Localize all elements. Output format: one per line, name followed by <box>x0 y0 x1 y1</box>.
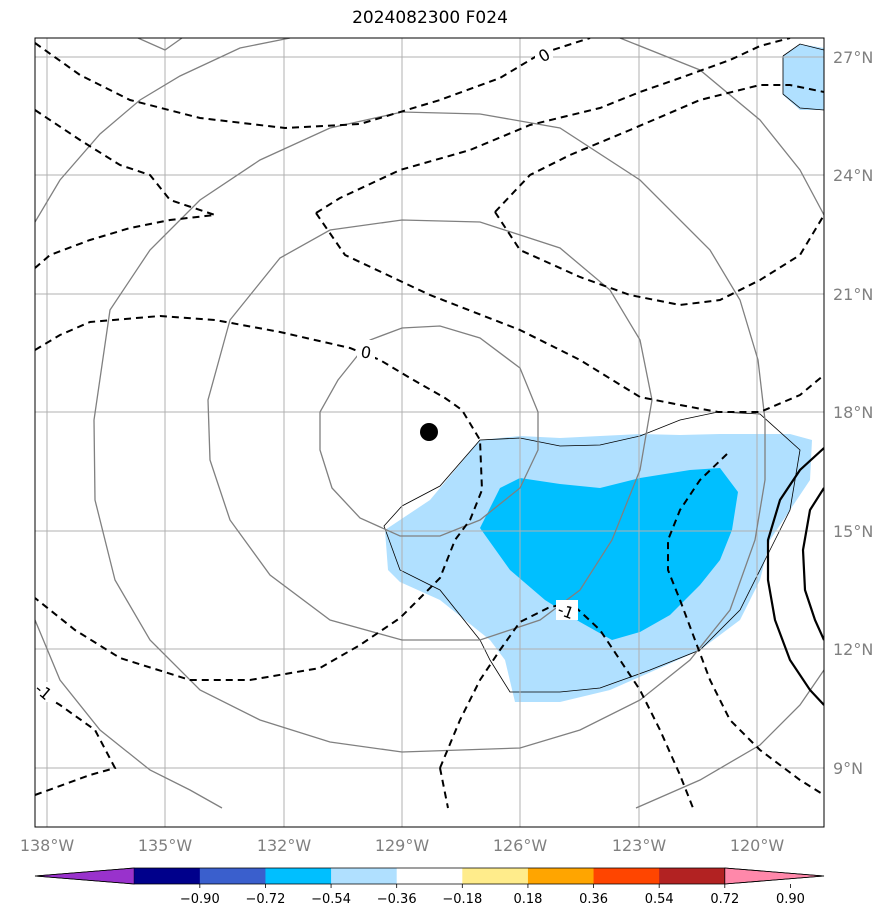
lat-tick-label: 18°N <box>833 403 873 422</box>
lat-tick-label: 24°N <box>833 166 873 185</box>
map-title: 2024082300 F024 <box>352 8 508 28</box>
lon-tick-label: 126°W <box>493 836 548 855</box>
colorbar-tick-label: 0.36 <box>579 892 608 907</box>
colorbar-extend-low <box>34 867 135 885</box>
lat-axis: 27°N 24°N 21°N 18°N 15°N 12°N 9°N <box>833 48 873 778</box>
colorbar-tick-label: −0.36 <box>377 892 417 907</box>
colorbar-segment <box>396 868 463 884</box>
lon-tick-label: 138°W <box>20 836 75 855</box>
lon-axis: 138°W 135°W 132°W 129°W 126°W 123°W 120°… <box>20 836 785 855</box>
contour-label: 0 <box>359 342 372 362</box>
lat-tick-label: 21°N <box>833 285 873 304</box>
height-contours <box>35 38 824 809</box>
map-area: 0 0 -1 -1 <box>35 38 824 827</box>
colorbar-segment <box>331 868 398 884</box>
colorbar-segment <box>134 868 201 884</box>
colorbar-segment <box>593 868 660 884</box>
anomaly-contours-negative <box>35 38 824 809</box>
colorbar-tick-label: 0.90 <box>776 892 805 907</box>
lat-tick-label: 9°N <box>833 759 863 778</box>
colorbar-segment <box>265 868 332 884</box>
lon-tick-label: 135°W <box>138 836 193 855</box>
colorbar-tick-label: −0.54 <box>311 892 351 907</box>
lon-tick-label: 123°W <box>612 836 667 855</box>
colorbar-tick-label: −0.18 <box>442 892 482 907</box>
colorbar <box>34 867 825 885</box>
shade-dark-region <box>480 468 738 640</box>
colorbar-segment <box>659 868 726 884</box>
colorbar-labels: −0.90 −0.72 −0.54 −0.36 −0.18 0.18 0.36 0.54 0.7… <box>180 884 805 907</box>
contour-label: -1 <box>555 600 576 623</box>
shade-light-patch <box>783 44 824 110</box>
colorbar-frame <box>34 867 825 885</box>
contour-labels: 0 0 -1 -1 <box>35 44 578 704</box>
storm-center-icon <box>420 423 438 441</box>
lon-tick-label: 120°W <box>730 836 785 855</box>
lon-tick-label: 132°W <box>257 836 312 855</box>
lon-tick-label: 129°W <box>375 836 430 855</box>
anomaly-contours-positive <box>766 447 824 706</box>
colorbar-tick-label: −0.72 <box>246 892 286 907</box>
significance-outline-top <box>782 43 824 111</box>
lat-tick-label: 15°N <box>833 522 873 541</box>
colorbar-tick-label: 0.54 <box>645 892 674 907</box>
colorbar-tick-label: −0.90 <box>180 892 220 907</box>
lat-tick-label: 27°N <box>833 48 873 67</box>
colorbar-extend-high <box>724 867 825 885</box>
colorbar-segment <box>199 868 266 884</box>
colorbar-segment <box>462 868 529 884</box>
map-frame <box>34 37 825 828</box>
colorbar-tick-label: 0.72 <box>710 892 739 907</box>
colorbar-tick-label: 0.18 <box>513 892 542 907</box>
colorbar-segment <box>527 868 595 884</box>
lat-tick-label: 12°N <box>833 640 873 659</box>
